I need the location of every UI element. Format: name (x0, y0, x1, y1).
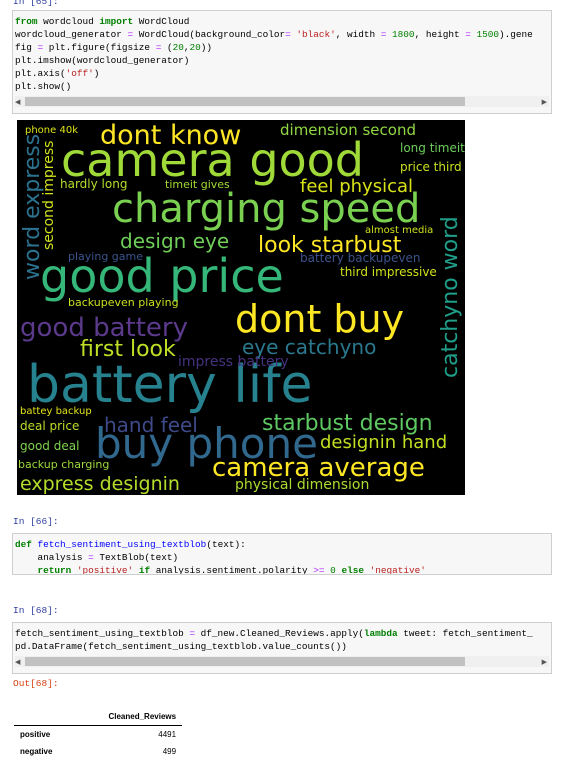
word: design eye (120, 229, 229, 253)
cell-prompt: In [68]: (13, 605, 59, 616)
word: second impress (41, 141, 57, 250)
code-line: plt.imshow(wordcloud_generator) (15, 55, 190, 66)
scrollbar[interactable]: ◀ ▶ (15, 96, 549, 107)
word: physical dimension (235, 477, 369, 493)
word: long timeit (400, 141, 465, 155)
word: starbust design (262, 411, 433, 436)
code-cell[interactable]: fetch_sentiment_using_textblob = df_new.… (12, 622, 552, 674)
code-line: analysis = TextBlob(text) (15, 552, 179, 563)
word: price third (400, 160, 462, 174)
cell-value: 499 (162, 747, 177, 756)
code-line: from wordcloud import WordCloud (15, 16, 190, 27)
code: from wordcloud import WordCloud wordcloud… (13, 11, 551, 93)
word: camera average (212, 453, 425, 483)
word: battery backupeven (300, 251, 420, 265)
output-table: Cleaned_Reviews positive 4491 negative 499 (14, 708, 183, 760)
word: look starbust (258, 233, 402, 258)
word: timeit gives (165, 178, 230, 191)
row-label: negative (20, 747, 53, 756)
word: good deal (20, 439, 79, 453)
word: designin hand (320, 432, 447, 453)
word: camera good (61, 133, 364, 187)
output-prompt: Out[68]: (13, 678, 59, 689)
code-line: plt.axis('off') (15, 68, 100, 79)
cell-prompt: In [65]: (13, 0, 59, 7)
word: impress battery (178, 354, 289, 370)
word: eye catchyno (242, 335, 376, 359)
code: fetch_sentiment_using_textblob = df_new.… (13, 623, 551, 653)
cell-value: 4491 (158, 730, 177, 739)
word: catchyno word (438, 216, 463, 378)
code: def fetch_sentiment_using_textblob(text)… (13, 534, 551, 575)
code-line: return 'positive' if analysis.sentiment.… (37, 565, 426, 575)
word: dimension second (280, 121, 416, 139)
word: hardly long (60, 177, 127, 191)
word: dont buy (235, 297, 404, 341)
word: dont know (100, 120, 241, 151)
code-line: wordcloud_generator = WordCloud(backgrou… (15, 29, 533, 40)
word: feel physical (300, 176, 413, 197)
code-line: fig = plt.figure(figsize = (20,20)) (15, 42, 213, 53)
word: first look (80, 337, 176, 362)
code-cell[interactable]: def fetch_sentiment_using_textblob(text)… (12, 533, 552, 575)
word: phone 40k (25, 125, 78, 136)
word: word express (20, 134, 45, 280)
word: backupeven playing (68, 296, 179, 309)
word: good battery (20, 313, 188, 343)
code-line: pd.DataFrame(fetch_sentiment_using_textb… (15, 641, 347, 652)
word: good price (40, 249, 284, 303)
word: battey backup (20, 406, 92, 417)
word: buy phone (95, 419, 318, 468)
word: deal price (20, 419, 79, 433)
word: battery life (27, 355, 313, 415)
word: backup charging (18, 458, 109, 471)
word: express designin (20, 473, 180, 495)
word: charging speed (112, 186, 420, 232)
code-line: plt.show() (15, 81, 72, 92)
row-label: positive (20, 730, 51, 739)
column-header: Cleaned_Reviews (102, 708, 183, 726)
scrollbar[interactable]: ◀ ▶ (15, 656, 549, 667)
code-line: fetch_sentiment_using_textblob = df_new.… (15, 628, 533, 639)
word: third impressive (340, 265, 437, 279)
word: almost media (365, 225, 433, 236)
word: playing game (68, 250, 143, 263)
code-cell[interactable]: from wordcloud import WordCloud wordcloud… (12, 10, 552, 114)
cell-prompt: In [66]: (13, 516, 59, 527)
word: hand feel (104, 413, 198, 437)
code-line: def fetch_sentiment_using_textblob(text)… (15, 539, 246, 550)
corner (14, 708, 103, 726)
